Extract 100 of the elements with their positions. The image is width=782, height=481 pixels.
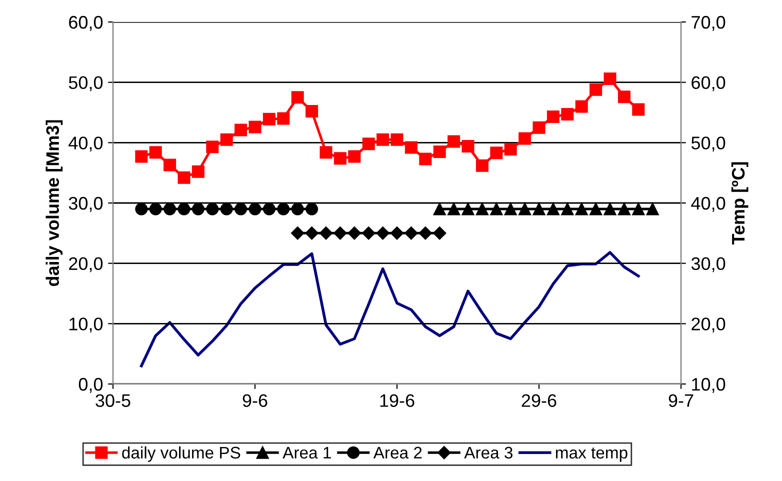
point — [164, 158, 176, 172]
y-tick-label: 30,0 — [68, 196, 103, 212]
point — [532, 202, 546, 216]
point — [164, 202, 176, 216]
point — [362, 138, 375, 150]
point — [433, 202, 446, 216]
y2-tick-label: 50,0 — [691, 136, 726, 152]
y2-tick-label: 40,0 — [691, 196, 726, 212]
point — [376, 133, 390, 146]
y2-tick-label: 30,0 — [691, 257, 726, 272]
point — [604, 202, 616, 216]
x-tick-label: 29-6 — [522, 394, 556, 407]
line-series — [140, 251, 640, 368]
point — [504, 143, 517, 156]
point — [490, 146, 503, 160]
point — [433, 145, 446, 158]
point — [305, 226, 318, 240]
y-tick-label: 60,0 — [69, 16, 103, 31]
point — [320, 146, 332, 159]
point — [234, 202, 248, 216]
point — [277, 202, 290, 216]
point — [518, 132, 532, 145]
point — [178, 171, 190, 184]
y2-tick-label: 60,0 — [692, 76, 726, 92]
point — [404, 226, 418, 240]
y2-tick-label: 10,0 — [692, 378, 726, 393]
point — [220, 133, 233, 146]
point — [306, 105, 318, 118]
point — [590, 83, 602, 96]
point — [590, 202, 602, 216]
point — [490, 202, 503, 216]
point — [291, 91, 304, 104]
point — [632, 202, 645, 216]
point — [248, 120, 262, 134]
point — [206, 140, 219, 154]
point — [390, 133, 404, 146]
point — [362, 226, 376, 240]
point — [618, 90, 630, 104]
point — [220, 202, 233, 216]
point — [306, 202, 318, 216]
point — [291, 202, 304, 216]
y2-axis-title: Temp [ºC] — [731, 162, 748, 245]
point — [149, 202, 162, 216]
point — [348, 150, 361, 163]
point — [476, 202, 488, 216]
point — [334, 152, 346, 165]
point — [390, 226, 404, 240]
y-tick-label: 10,0 — [70, 318, 103, 333]
point — [291, 226, 304, 240]
point — [178, 202, 190, 216]
point — [234, 124, 248, 136]
legend-label: max temp — [556, 448, 628, 462]
point — [561, 108, 574, 121]
point — [604, 72, 616, 85]
legend-label: Area 3 — [464, 446, 512, 459]
point — [476, 159, 488, 172]
point — [618, 202, 630, 216]
point — [192, 202, 204, 216]
point — [504, 202, 517, 216]
point — [248, 202, 262, 216]
x-tick-label: 9-6 — [242, 394, 268, 407]
point — [546, 110, 560, 123]
point — [575, 100, 588, 113]
point — [277, 112, 290, 125]
x-tick-label: 9-7 — [668, 394, 694, 407]
point — [135, 150, 148, 163]
y-tick-label: 40,0 — [68, 136, 103, 152]
y2-tick-label: 70,0 — [692, 16, 726, 31]
point — [262, 202, 276, 216]
legend-label: Area 1 — [282, 446, 331, 459]
y-tick-label: 20,0 — [69, 257, 103, 272]
y-axis-title: daily volume [Mm3] — [46, 120, 63, 286]
y2-tick-label: 20,0 — [692, 318, 726, 333]
point — [149, 146, 162, 159]
point — [192, 165, 204, 178]
point — [419, 152, 432, 166]
point — [462, 202, 474, 216]
point — [448, 202, 460, 216]
point — [418, 226, 432, 240]
point — [319, 226, 333, 240]
point — [334, 226, 347, 240]
y-tick-label: 50,0 — [68, 76, 103, 92]
point — [546, 202, 560, 216]
point — [206, 202, 219, 216]
y-tick-label: 0,0 — [78, 378, 103, 393]
point — [404, 141, 418, 154]
point — [462, 140, 474, 153]
point — [376, 226, 390, 240]
point — [561, 202, 574, 216]
x-tick-label: 30-5 — [96, 394, 130, 407]
point — [348, 226, 361, 240]
point — [262, 112, 276, 126]
x-tick-label: 19-6 — [380, 394, 414, 407]
point — [433, 226, 446, 240]
point — [135, 202, 148, 216]
point — [575, 202, 588, 216]
point — [632, 103, 645, 116]
point — [532, 121, 546, 134]
legend-label: daily volume PS — [122, 446, 240, 462]
legend-label: Area 2 — [373, 446, 422, 459]
